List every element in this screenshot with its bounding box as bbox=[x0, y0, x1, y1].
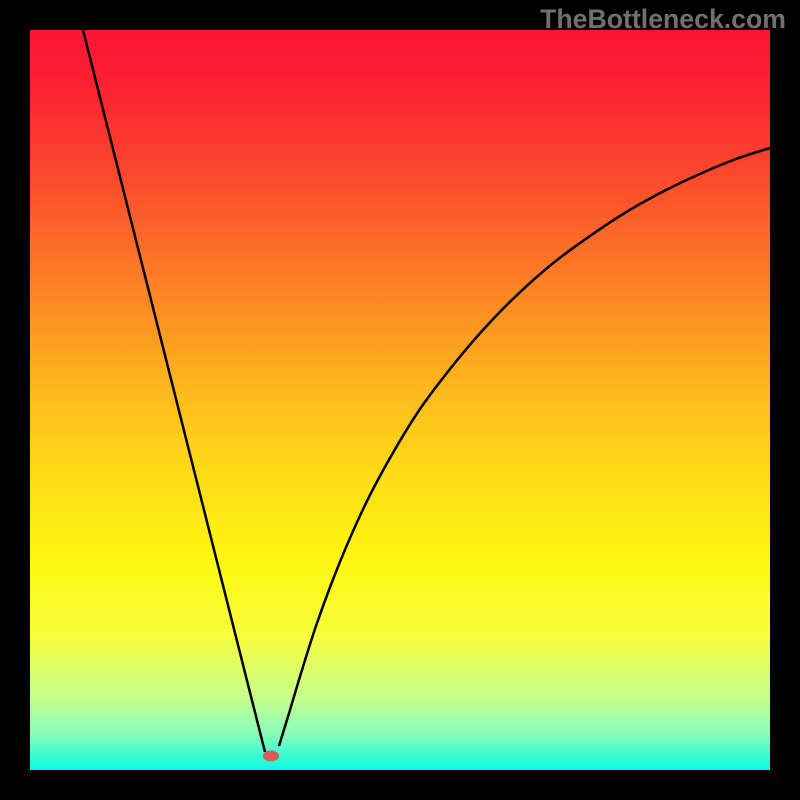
plot-group bbox=[30, 30, 770, 770]
watermark-text: TheBottleneck.com bbox=[540, 4, 786, 35]
chart-svg bbox=[0, 0, 800, 800]
min-marker bbox=[263, 751, 279, 762]
plot-background bbox=[30, 30, 770, 770]
chart-frame: TheBottleneck.com bbox=[0, 0, 800, 800]
